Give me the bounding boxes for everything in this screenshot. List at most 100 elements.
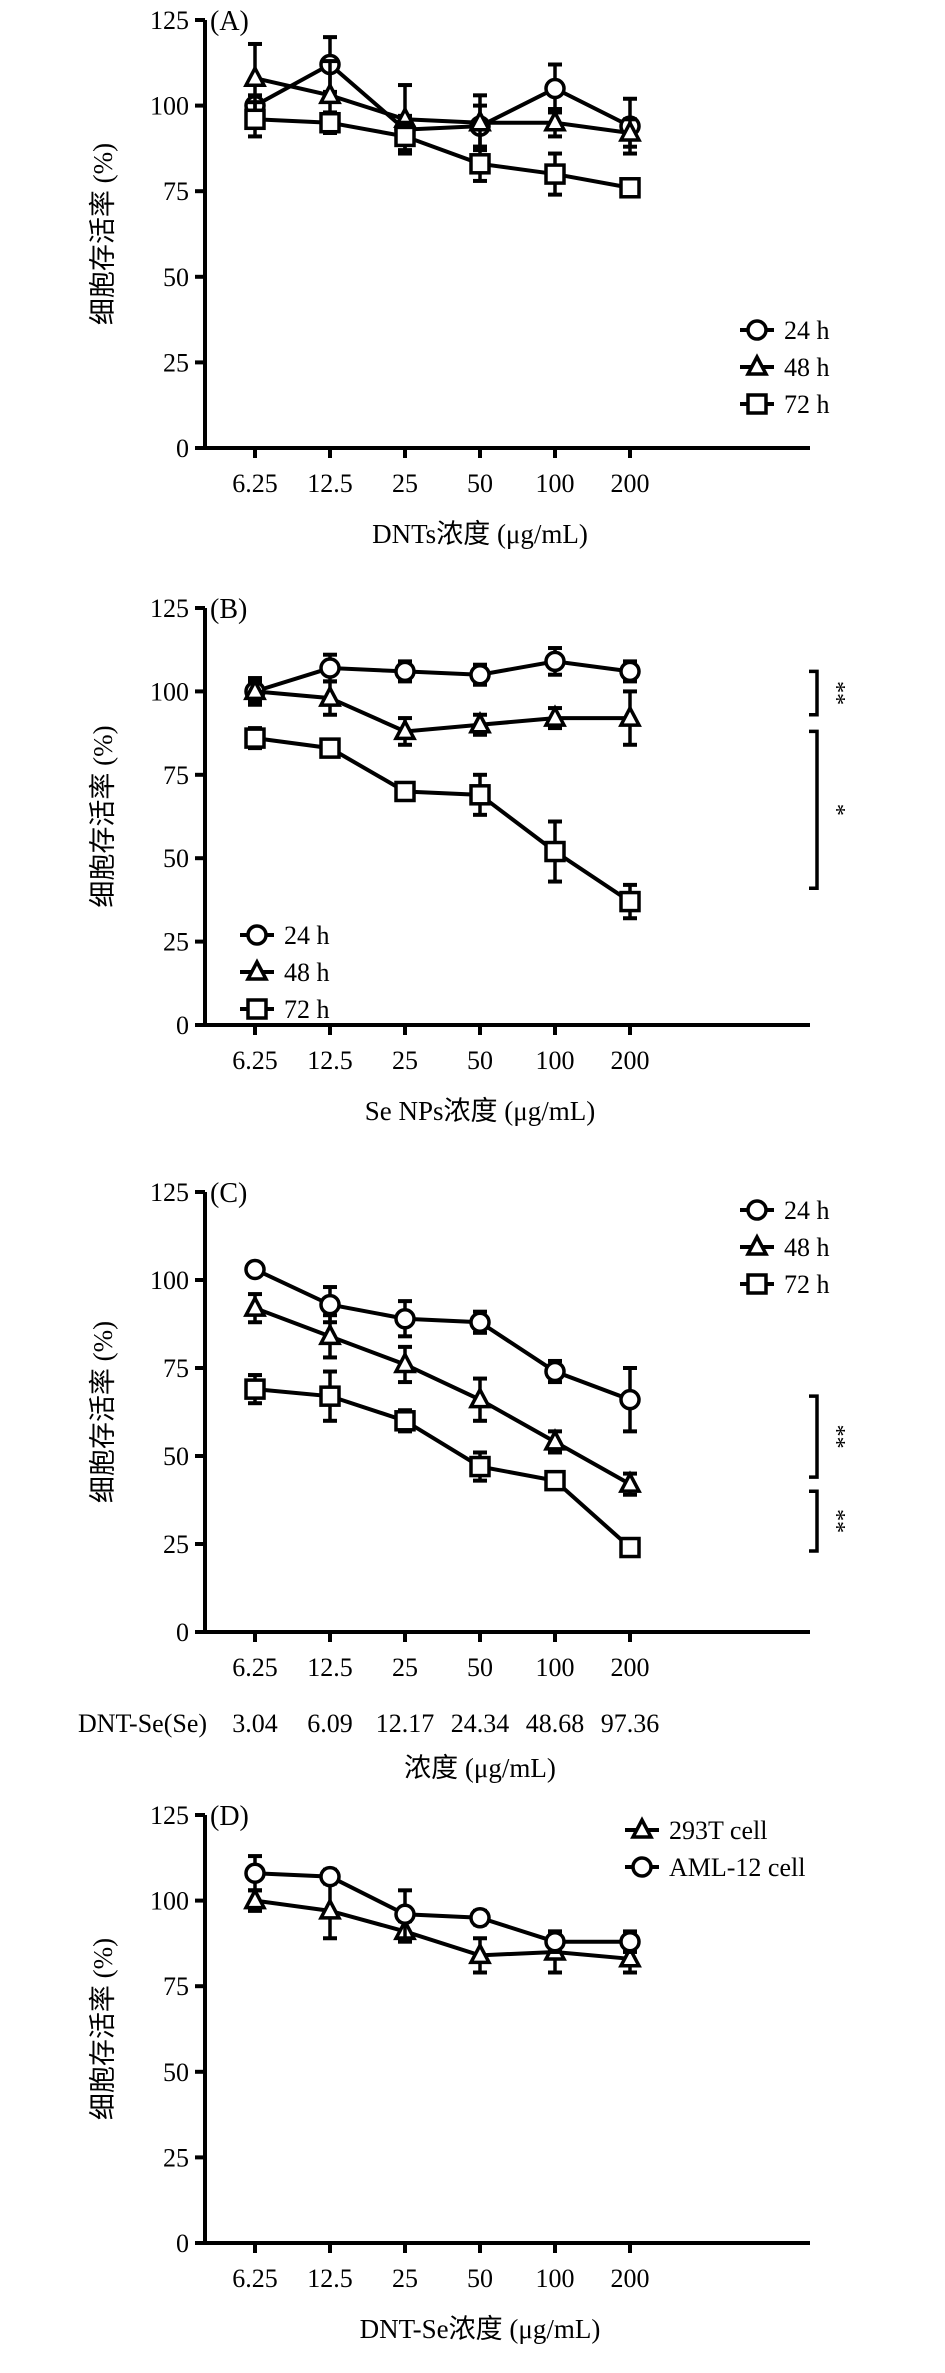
legend-item: 24 h [240,921,330,950]
data-point [619,890,641,913]
y-axis-label: 细胞存活率 (%) [88,143,118,325]
panel-b: 0 25 50 75 100 125 6.25 12.5 25 50 100 200 Se NPs浓度 … [88,594,849,1126]
y-tick-label: 100 [150,1266,189,1295]
legend-label: 48 h [284,958,330,987]
triangle-marker-icon [745,353,769,376]
data-point [544,650,566,673]
y-tick-label: 25 [163,928,189,957]
x-tick-label: 50 [467,1653,493,1682]
data-point [394,1410,416,1432]
legend-label: AML-12 cell [669,1853,805,1882]
square-marker-icon [246,998,268,1020]
data-point [394,780,416,803]
legend-item: 24 h [740,316,830,345]
data-point [319,1865,341,1888]
series-line [254,1898,631,1961]
panel-label: (B) [210,594,247,625]
square-marker-icon [746,393,768,415]
legend-item: 293T cell [625,1816,767,1845]
legend-label: 24 h [284,921,330,950]
data-point [318,1322,342,1346]
series-293t-cell [243,1881,642,1975]
triangle-marker-icon [745,1233,769,1256]
legend-label: 48 h [784,353,830,382]
y-tick-label: 75 [163,177,189,206]
square-marker-icon [746,1273,768,1295]
y-tick-label: 25 [163,348,189,377]
y-tick-label: 25 [163,2143,189,2172]
x-tick-label: 12.5 [307,469,353,498]
y-tick-label: 50 [163,263,189,292]
data-point [543,1428,567,1451]
x-tick-label: 12.5 [307,2264,353,2293]
legend-item: 72 h [740,390,830,419]
legend-item: 48 h [740,353,830,382]
series-48-h [243,677,642,747]
series-line [254,689,630,734]
data-point [544,1930,566,1953]
data-point [243,1294,267,1317]
data-point [543,704,567,727]
data-point [394,1903,416,1926]
x-tick-label: 100 [536,469,575,498]
x-tick-label: 25 [392,1653,418,1682]
x-axis-label: Se NPs浓度 (μg/mL) [365,1096,595,1126]
y-tick-label: 125 [150,594,189,623]
data-point [469,1906,491,1929]
secondary-tick-label: 48.68 [526,1709,585,1738]
series-line [254,117,631,190]
data-point [619,1930,641,1953]
y-tick-label: 125 [150,1178,189,1207]
y-tick-label: 75 [163,761,189,790]
x-tick-label: 200 [611,1046,650,1075]
y-tick-label: 100 [150,1887,189,1916]
legend-label: 72 h [284,995,330,1024]
data-point [469,1455,491,1478]
significance-bracket [809,729,819,890]
x-tick-label: 25 [392,469,418,498]
data-point [469,1311,491,1333]
series-24-h [244,646,641,707]
data-point [618,1470,642,1493]
data-point [544,163,566,185]
y-tick-label: 25 [163,1530,189,1559]
legend-item: 48 h [240,958,330,987]
data-point [244,1258,266,1281]
y-tick-label: 100 [150,92,189,121]
data-point [243,1886,267,1910]
y-tick-label: 0 [176,1011,189,1040]
data-point [618,704,642,727]
x-tick-label: 200 [611,2264,650,2293]
y-tick-label: 50 [163,2058,189,2087]
series-line [254,76,631,135]
series-line [254,62,631,132]
data-point [319,737,341,759]
series-line [254,1306,631,1486]
series-48-h [243,41,642,156]
data-point [619,177,641,199]
data-point [394,1307,416,1330]
panel-d: 0 25 50 75 100 125 6.25 12.5 25 50 100 200 DNT-Se浓度 … [88,1801,810,2344]
x-tick-label: 12.5 [307,1046,353,1075]
x-tick-label: 200 [611,469,650,498]
y-tick-label: 75 [163,1972,189,2001]
x-tick-label: 200 [611,1653,650,1682]
data-point [393,1350,417,1374]
data-point [468,1385,492,1409]
y-axis-label: 细胞存活率 (%) [88,1321,118,1503]
data-point [243,64,267,87]
y-tick-label: 50 [163,844,189,873]
panel-label: (A) [210,6,249,37]
secondary-row-label: DNT-Se(Se) [78,1709,207,1738]
data-point [469,784,491,806]
x-axis-label: DNT-Se浓度 (μg/mL) [360,2314,601,2344]
legend-item: AML-12 cell [625,1853,805,1882]
secondary-tick-label: 3.04 [232,1709,278,1738]
y-axis-label: 细胞存活率 (%) [88,1938,118,2120]
data-point [319,657,341,679]
secondary-tick-label: 12.17 [376,1709,435,1738]
data-point [319,1385,341,1407]
legend-label: 72 h [784,1270,830,1299]
data-point [543,108,567,132]
